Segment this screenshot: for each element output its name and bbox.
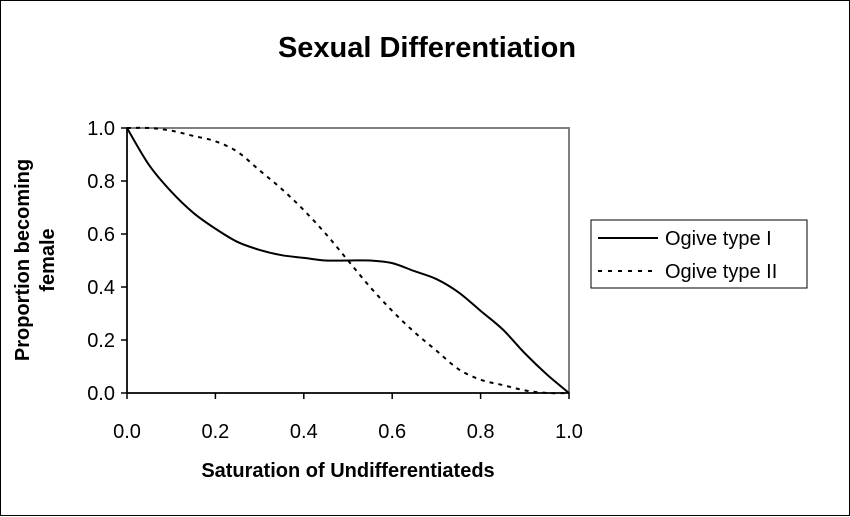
x-tick-label: 0.2 (201, 421, 229, 443)
y-tick-label: 0.0 (87, 383, 115, 405)
y-tick-label: 0.8 (87, 171, 115, 193)
legend-label-ogive-type-i: Ogive type I (665, 228, 772, 250)
x-tick-label: 1.0 (555, 421, 583, 443)
y-axis-label-line2: female (37, 228, 59, 291)
y-tick-label: 0.2 (87, 330, 115, 352)
legend-label-ogive-type-ii: Ogive type II (665, 261, 777, 283)
x-axis-ticks: 0.0 0.2 0.4 0.6 0.8 1.0 (113, 393, 583, 443)
y-tick-label: 0.6 (87, 224, 115, 246)
legend-box (590, 219, 808, 289)
chart-title: Sexual Differentiation (278, 32, 576, 64)
series-line-ogive-type-i (126, 127, 570, 394)
y-axis-label-line1: Proportion becoming (12, 159, 34, 361)
x-tick-label: 0.6 (378, 421, 406, 443)
x-tick-label: 0.4 (290, 421, 318, 443)
y-tick-label: 0.4 (87, 277, 115, 299)
y-axis-label-group: Proportion becoming female (12, 159, 59, 361)
series-line-ogive-type-ii (126, 126, 570, 395)
x-axis-label: Saturation of Undifferentiateds (201, 460, 494, 482)
x-tick-label: 0.0 (113, 421, 141, 443)
y-axis-ticks: 0.0 0.2 0.4 0.6 0.8 1.0 (87, 118, 127, 405)
x-tick-label: 0.8 (467, 421, 495, 443)
series-group (126, 126, 570, 395)
y-tick-label: 1.0 (87, 118, 115, 140)
